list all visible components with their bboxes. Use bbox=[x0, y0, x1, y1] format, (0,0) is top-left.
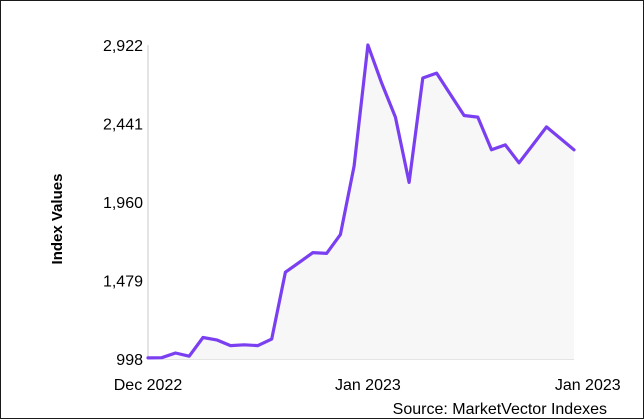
x-tick-label: Jan 2023 bbox=[335, 377, 401, 394]
x-tick-label: Jan 2023 bbox=[555, 377, 621, 394]
x-tick-label: Dec 2022 bbox=[114, 377, 183, 394]
y-tick-label: 1,960 bbox=[103, 195, 143, 212]
y-axis-label: Index Values bbox=[49, 174, 66, 265]
series-area-fill bbox=[148, 45, 574, 359]
y-tick-label: 1,479 bbox=[103, 274, 143, 291]
y-tick-label: 998 bbox=[116, 352, 143, 369]
y-tick-labels: 998 1,479 1,960 2,441 2,922 bbox=[103, 38, 143, 369]
x-tick-labels: Dec 2022 Jan 2023 Jan 2023 bbox=[114, 377, 621, 394]
source-note: Source: MarketVector Indexes bbox=[393, 401, 607, 418]
y-tick-label: 2,441 bbox=[103, 117, 143, 134]
y-tick-label: 2,922 bbox=[103, 38, 143, 55]
series-line bbox=[146, 43, 576, 360]
